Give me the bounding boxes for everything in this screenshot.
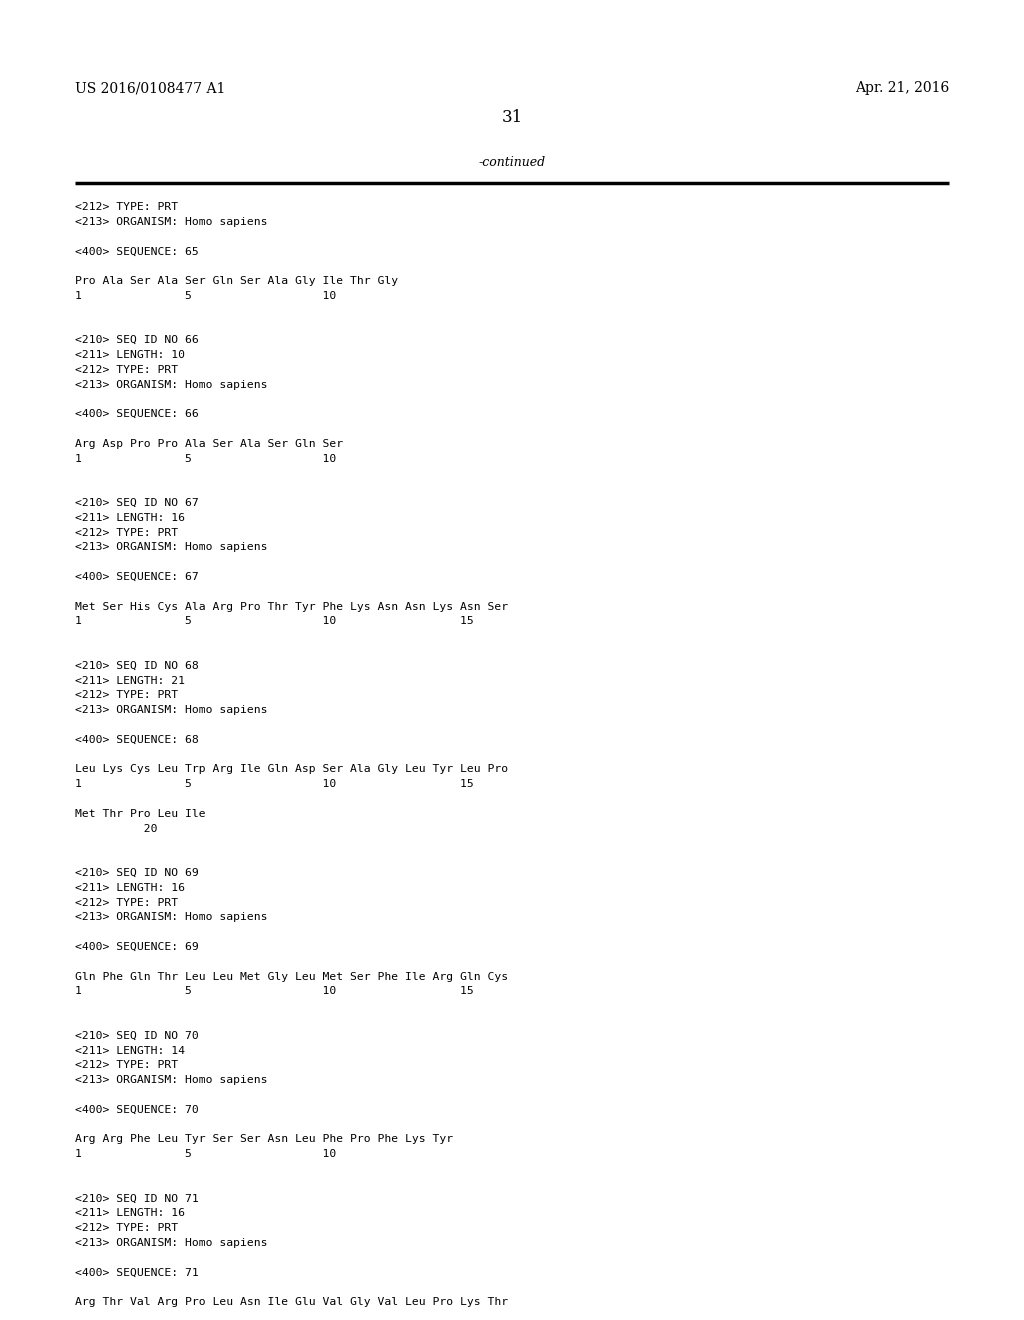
Text: <210> SEQ ID NO 67: <210> SEQ ID NO 67	[75, 498, 199, 508]
Text: <213> ORGANISM: Homo sapiens: <213> ORGANISM: Homo sapiens	[75, 912, 267, 923]
Text: <212> TYPE: PRT: <212> TYPE: PRT	[75, 364, 178, 375]
Text: Arg Thr Val Arg Pro Leu Asn Ile Glu Val Gly Val Leu Pro Lys Thr: Arg Thr Val Arg Pro Leu Asn Ile Glu Val …	[75, 1298, 508, 1307]
Text: <211> LENGTH: 16: <211> LENGTH: 16	[75, 1208, 185, 1218]
Text: Pro Ala Ser Ala Ser Gln Ser Ala Gly Ile Thr Gly: Pro Ala Ser Ala Ser Gln Ser Ala Gly Ile …	[75, 276, 398, 286]
Text: 1               5                   10: 1 5 10	[75, 290, 336, 301]
Text: <211> LENGTH: 16: <211> LENGTH: 16	[75, 512, 185, 523]
Text: <213> ORGANISM: Homo sapiens: <213> ORGANISM: Homo sapiens	[75, 543, 267, 552]
Text: <210> SEQ ID NO 69: <210> SEQ ID NO 69	[75, 869, 199, 878]
Text: <210> SEQ ID NO 71: <210> SEQ ID NO 71	[75, 1193, 199, 1204]
Text: <210> SEQ ID NO 70: <210> SEQ ID NO 70	[75, 1031, 199, 1040]
Text: -continued: -continued	[478, 157, 546, 169]
Text: 1               5                   10: 1 5 10	[75, 1150, 336, 1159]
Text: <400> SEQUENCE: 71: <400> SEQUENCE: 71	[75, 1267, 199, 1278]
Text: <213> ORGANISM: Homo sapiens: <213> ORGANISM: Homo sapiens	[75, 1076, 267, 1085]
Text: <211> LENGTH: 10: <211> LENGTH: 10	[75, 350, 185, 360]
Text: Arg Arg Phe Leu Tyr Ser Ser Asn Leu Phe Pro Phe Lys Tyr: Arg Arg Phe Leu Tyr Ser Ser Asn Leu Phe …	[75, 1134, 454, 1144]
Text: US 2016/0108477 A1: US 2016/0108477 A1	[75, 81, 225, 95]
Text: <211> LENGTH: 16: <211> LENGTH: 16	[75, 883, 185, 892]
Text: <400> SEQUENCE: 68: <400> SEQUENCE: 68	[75, 735, 199, 744]
Text: <400> SEQUENCE: 65: <400> SEQUENCE: 65	[75, 247, 199, 256]
Text: <211> LENGTH: 14: <211> LENGTH: 14	[75, 1045, 185, 1056]
Text: Met Ser His Cys Ala Arg Pro Thr Tyr Phe Lys Asn Asn Lys Asn Ser: Met Ser His Cys Ala Arg Pro Thr Tyr Phe …	[75, 602, 508, 611]
Text: <400> SEQUENCE: 69: <400> SEQUENCE: 69	[75, 942, 199, 952]
Text: <212> TYPE: PRT: <212> TYPE: PRT	[75, 202, 178, 213]
Text: <400> SEQUENCE: 67: <400> SEQUENCE: 67	[75, 572, 199, 582]
Text: Gln Phe Gln Thr Leu Leu Met Gly Leu Met Ser Phe Ile Arg Gln Cys: Gln Phe Gln Thr Leu Leu Met Gly Leu Met …	[75, 972, 508, 982]
Text: <210> SEQ ID NO 68: <210> SEQ ID NO 68	[75, 661, 199, 671]
Text: <212> TYPE: PRT: <212> TYPE: PRT	[75, 898, 178, 908]
Text: Leu Lys Cys Leu Trp Arg Ile Gln Asp Ser Ala Gly Leu Tyr Leu Pro: Leu Lys Cys Leu Trp Arg Ile Gln Asp Ser …	[75, 764, 508, 775]
Text: <210> SEQ ID NO 66: <210> SEQ ID NO 66	[75, 335, 199, 346]
Text: <400> SEQUENCE: 66: <400> SEQUENCE: 66	[75, 409, 199, 420]
Text: <212> TYPE: PRT: <212> TYPE: PRT	[75, 690, 178, 701]
Text: Met Thr Pro Leu Ile: Met Thr Pro Leu Ile	[75, 809, 206, 818]
Text: <212> TYPE: PRT: <212> TYPE: PRT	[75, 1224, 178, 1233]
Text: 20: 20	[75, 824, 158, 834]
Text: <213> ORGANISM: Homo sapiens: <213> ORGANISM: Homo sapiens	[75, 216, 267, 227]
Text: <213> ORGANISM: Homo sapiens: <213> ORGANISM: Homo sapiens	[75, 380, 267, 389]
Text: 1               5                   10                  15: 1 5 10 15	[75, 616, 474, 627]
Text: Arg Asp Pro Pro Ala Ser Ala Ser Gln Ser: Arg Asp Pro Pro Ala Ser Ala Ser Gln Ser	[75, 438, 343, 449]
Text: <213> ORGANISM: Homo sapiens: <213> ORGANISM: Homo sapiens	[75, 705, 267, 715]
Text: <213> ORGANISM: Homo sapiens: <213> ORGANISM: Homo sapiens	[75, 1238, 267, 1247]
Text: 31: 31	[502, 110, 522, 127]
Text: 1               5                   10: 1 5 10	[75, 454, 336, 463]
Text: <211> LENGTH: 21: <211> LENGTH: 21	[75, 676, 185, 685]
Text: <212> TYPE: PRT: <212> TYPE: PRT	[75, 528, 178, 537]
Text: 1               5                   10                  15: 1 5 10 15	[75, 779, 474, 789]
Text: <400> SEQUENCE: 70: <400> SEQUENCE: 70	[75, 1105, 199, 1115]
Text: 1               5                   10                  15: 1 5 10 15	[75, 986, 474, 997]
Text: <212> TYPE: PRT: <212> TYPE: PRT	[75, 1060, 178, 1071]
Text: Apr. 21, 2016: Apr. 21, 2016	[855, 81, 949, 95]
